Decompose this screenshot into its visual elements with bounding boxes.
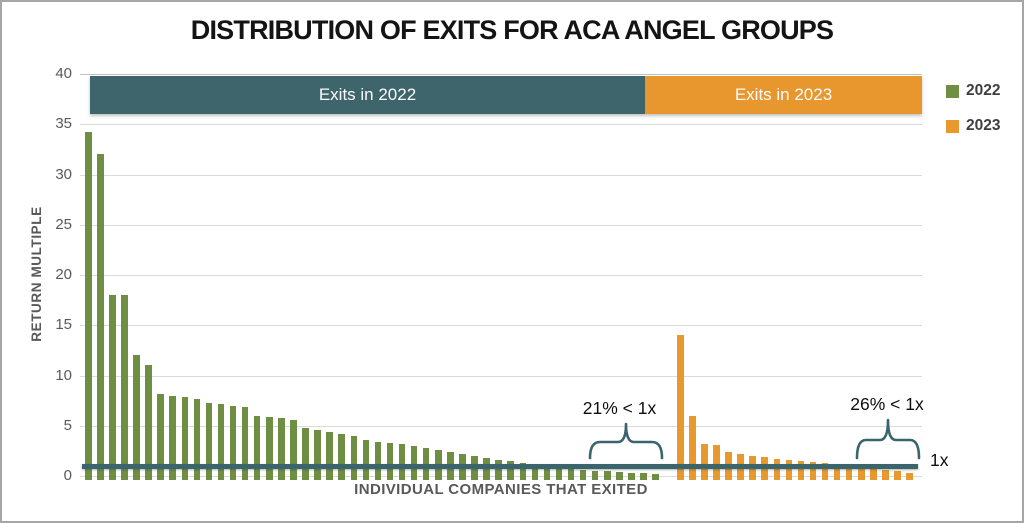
bar-2022 <box>326 431 333 480</box>
gridline <box>80 425 922 427</box>
bar-2022 <box>410 445 418 480</box>
gridline <box>80 224 922 226</box>
brace-21pct-icon <box>588 422 664 460</box>
bar-2022 <box>253 415 261 480</box>
bar-2022 <box>386 442 394 480</box>
legend-item-2022: 2022 <box>946 82 1000 100</box>
bar-2023 <box>894 471 901 480</box>
legend-label-2023: 2023 <box>966 117 1001 134</box>
bar-2022 <box>157 393 164 480</box>
bar-2022 <box>85 132 92 480</box>
one-x-label: 1x <box>930 450 949 470</box>
bar-2023 <box>701 443 708 480</box>
bar-2022 <box>229 405 237 480</box>
legend-label-2022: 2022 <box>966 82 1001 99</box>
y-tick-label: 40 <box>55 65 72 82</box>
bar-2022 <box>628 472 635 480</box>
bar-2022 <box>350 435 358 480</box>
y-tick-label: 0 <box>63 467 72 484</box>
bar-2022 <box>507 460 514 480</box>
bar-2022 <box>567 468 575 480</box>
bar-2022 <box>314 429 321 480</box>
gridline <box>80 174 922 176</box>
x-axis-title: INDIVIDUAL COMPANIES THAT EXITED <box>354 481 648 498</box>
bar-2022 <box>591 470 599 480</box>
bar-2022 <box>652 473 659 480</box>
chart-title: DISTRIBUTION OF EXITS FOR ACA ANGEL GROU… <box>190 15 834 45</box>
legend-swatch-2023-icon <box>946 119 959 133</box>
y-tick-label: 15 <box>55 316 72 334</box>
y-tick-label: 20 <box>55 266 72 283</box>
bar-2023 <box>785 459 793 480</box>
bar-2023 <box>821 462 829 480</box>
bar-2022 <box>121 295 128 480</box>
brace-26pct-icon <box>855 418 921 460</box>
bar-2022 <box>169 395 176 480</box>
legend: 2022 2023 <box>946 82 1000 152</box>
bar-2022 <box>555 467 563 480</box>
banner-exits-2023: Exits in 2023 <box>645 76 922 114</box>
bar-2022 <box>604 471 611 480</box>
bar-2022 <box>278 417 285 480</box>
bar-2022 <box>290 419 297 480</box>
banner-exits-2022-label: Exits in 2022 <box>318 85 417 104</box>
bar-2022 <box>109 295 116 480</box>
bar-2023 <box>882 469 889 480</box>
bar-2022 <box>338 433 345 480</box>
bar-2022 <box>181 396 189 480</box>
y-tick-label: 10 <box>55 366 72 384</box>
bar-2022 <box>217 403 225 480</box>
bar-2022 <box>398 443 406 480</box>
bar-2023 <box>858 466 865 480</box>
bar-2023 <box>797 460 805 480</box>
bar-2022 <box>531 463 539 480</box>
bar-2023 <box>833 463 841 480</box>
bar-2022 <box>266 416 273 480</box>
bar-2022 <box>145 365 152 480</box>
y-tick-label: 25 <box>55 215 72 233</box>
bar-2023 <box>689 415 696 480</box>
bar-2022 <box>302 427 309 480</box>
bar-2022 <box>495 459 502 480</box>
banner-exits-2022: Exits in 2022 <box>90 76 645 114</box>
bar-2022 <box>616 471 623 480</box>
bar-2023 <box>677 335 684 480</box>
annotation-26pct: 26% < 1x <box>850 394 924 414</box>
bar-2022 <box>422 447 430 480</box>
bar-2022 <box>133 355 140 480</box>
bar-2022 <box>193 398 201 480</box>
gridline <box>80 375 922 377</box>
legend-item-2023: 2023 <box>946 117 1000 135</box>
y-tick-label: 35 <box>55 115 72 133</box>
bar-2023 <box>845 464 853 480</box>
y-tick-label: 30 <box>55 165 72 183</box>
one-x-reference-line <box>82 464 918 469</box>
bar-2022 <box>579 469 587 480</box>
bar-2022 <box>362 439 370 480</box>
banner-exits-2023-label: Exits in 2023 <box>734 85 833 104</box>
legend-swatch-2022-icon <box>946 84 959 98</box>
gridline <box>80 325 922 327</box>
bar-2023 <box>870 468 877 480</box>
bar-2022 <box>97 154 104 480</box>
gridline <box>80 124 922 126</box>
bar-2022 <box>543 466 551 480</box>
y-tick-label: 5 <box>63 416 72 434</box>
gridline <box>80 74 922 75</box>
bar-2023 <box>809 461 817 480</box>
annotation-21pct: 21% < 1x <box>582 398 657 418</box>
gridline <box>80 275 922 276</box>
bar-2023 <box>773 458 781 480</box>
bar-2022 <box>374 441 382 480</box>
bar-2022 <box>241 406 249 480</box>
bar-2022 <box>205 402 213 480</box>
bar-2022 <box>640 473 647 480</box>
bar-2023 <box>906 472 913 480</box>
bar-2022 <box>519 462 527 480</box>
bar-2023 <box>713 444 720 480</box>
